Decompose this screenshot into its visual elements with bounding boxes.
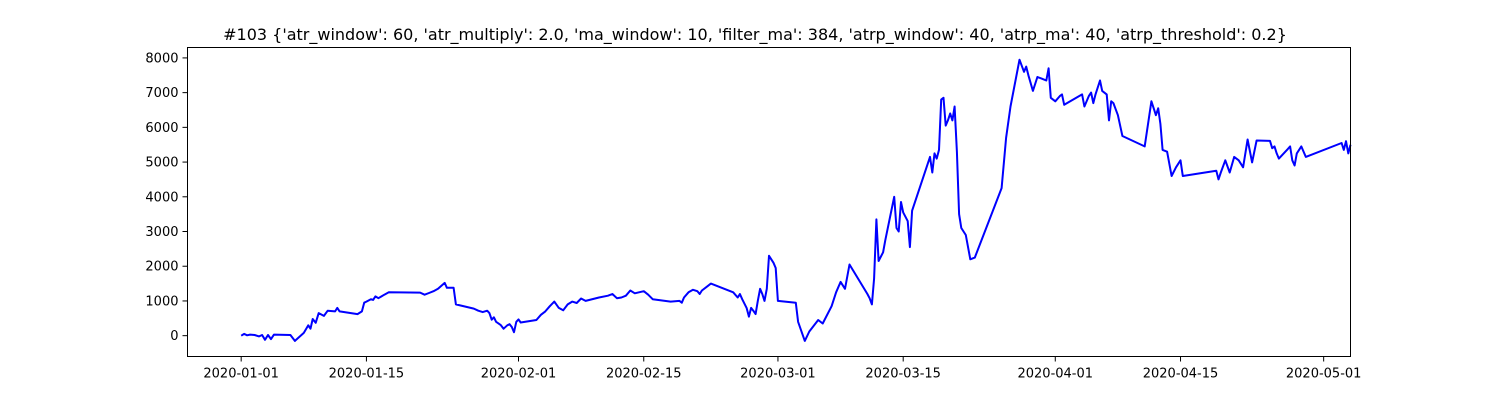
y-tick-label: 1000 <box>145 294 178 309</box>
x-tick-label: 2020-02-01 <box>481 367 557 382</box>
y-tick-label: 2000 <box>145 260 178 275</box>
y-tick-label: 0 <box>170 329 178 344</box>
y-tick-label: 5000 <box>145 156 178 171</box>
x-tick-label: 2020-04-01 <box>1017 367 1093 382</box>
plot-area <box>240 58 1352 342</box>
y-axis: 0 1000 2000 3000 4000 5000 6000 7000 8000 <box>145 51 188 344</box>
y-tick-label: 4000 <box>145 190 178 205</box>
x-tick-label: 2020-02-15 <box>606 367 682 382</box>
x-tick-label: 2020-01-15 <box>329 367 405 382</box>
x-tick-label: 2020-03-15 <box>865 367 941 382</box>
y-tick-label: 3000 <box>145 225 178 240</box>
x-axis: 2020-01-01 2020-01-15 2020-02-01 2020-02-15… <box>203 356 1362 382</box>
y-tick-label: 7000 <box>145 86 178 101</box>
x-tick-label: 2020-01-01 <box>203 367 279 382</box>
x-tick-label: 2020-03-01 <box>740 367 816 382</box>
series-line <box>240 58 1352 342</box>
chart-title: #103 {'atr_window': 60, 'atr_multiply': … <box>223 25 1287 45</box>
y-tick-label: 8000 <box>145 51 178 66</box>
axes-frame <box>187 47 1351 357</box>
x-tick-label: 2020-04-15 <box>1143 367 1219 382</box>
x-tick-label: 2020-05-01 <box>1286 367 1362 382</box>
y-tick-label: 6000 <box>145 121 178 136</box>
